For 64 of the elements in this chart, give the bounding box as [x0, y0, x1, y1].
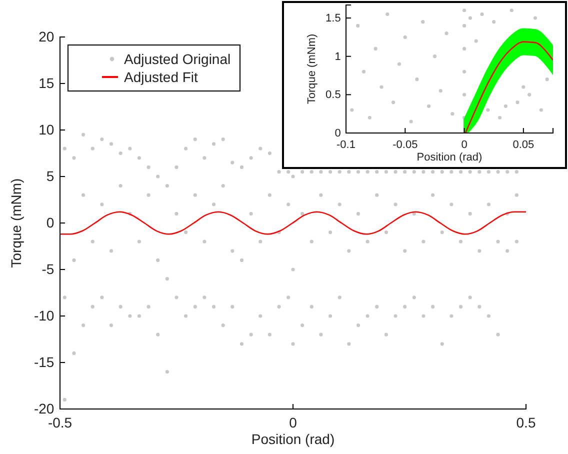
point — [444, 32, 448, 36]
point — [403, 35, 407, 39]
point — [539, 108, 543, 112]
y-tick-label: 0.5 — [326, 89, 341, 102]
point — [533, 16, 538, 20]
x-tick-label: 0.05 — [512, 139, 534, 152]
point — [545, 78, 549, 82]
point — [415, 78, 419, 82]
y-tick-label: -10 — [34, 307, 54, 324]
y-tick-label: 0 — [46, 214, 54, 230]
point — [522, 85, 526, 89]
point — [498, 116, 502, 120]
y-tick-label: 0 — [334, 128, 341, 140]
y-tick-label: -20 — [34, 400, 54, 416]
y-tick-label: 1.5 — [326, 12, 341, 25]
y-tick-label: 10 — [38, 121, 54, 138]
y-tick-label: 15 — [38, 74, 54, 91]
point — [462, 8, 466, 12]
x-tick-label: -0.05 — [392, 139, 418, 152]
point — [450, 112, 454, 116]
y-tick-label: 5 — [46, 168, 54, 184]
legend-label: Adjusted Original — [124, 51, 231, 67]
y-tick-label: -15 — [34, 354, 54, 370]
point — [528, 92, 532, 96]
point — [510, 8, 514, 12]
y-axis-title: Torque (mNm) — [8, 178, 24, 268]
point — [516, 100, 520, 104]
point — [350, 108, 354, 112]
point — [474, 39, 478, 43]
point — [386, 12, 390, 16]
point — [462, 70, 466, 74]
point — [462, 92, 466, 96]
x-tick-label: -0.1 — [336, 139, 356, 152]
point — [462, 24, 466, 28]
y-axis-title: Torque (mNm) — [306, 34, 318, 104]
legend-label: Adjusted Fit — [124, 69, 198, 85]
point — [480, 12, 484, 16]
line-series — [60, 211, 526, 235]
point — [504, 104, 508, 108]
point — [432, 54, 437, 58]
point — [392, 100, 396, 104]
point — [468, 16, 472, 20]
point — [486, 108, 490, 112]
point — [368, 116, 372, 120]
x-tick-label: 0.5 — [516, 414, 536, 430]
x-axis-title: Position (rad) — [416, 152, 482, 164]
point — [380, 85, 384, 89]
x-tick-label: -0.5 — [48, 414, 72, 430]
point — [409, 120, 413, 124]
point — [492, 20, 496, 24]
point — [356, 24, 360, 28]
x-axis-title: Position (rad) — [251, 431, 335, 447]
y-tick-label: 1 — [334, 50, 341, 63]
point — [397, 62, 402, 66]
point — [438, 89, 442, 93]
point — [421, 20, 425, 24]
point — [362, 70, 366, 74]
x-tick-label: 0 — [289, 414, 298, 430]
point — [462, 46, 466, 50]
x-tick-label: 0 — [461, 139, 468, 152]
y-tick-label: -5 — [42, 260, 54, 277]
point — [427, 104, 431, 108]
point — [374, 46, 378, 50]
y-tick-label: 20 — [38, 28, 54, 44]
